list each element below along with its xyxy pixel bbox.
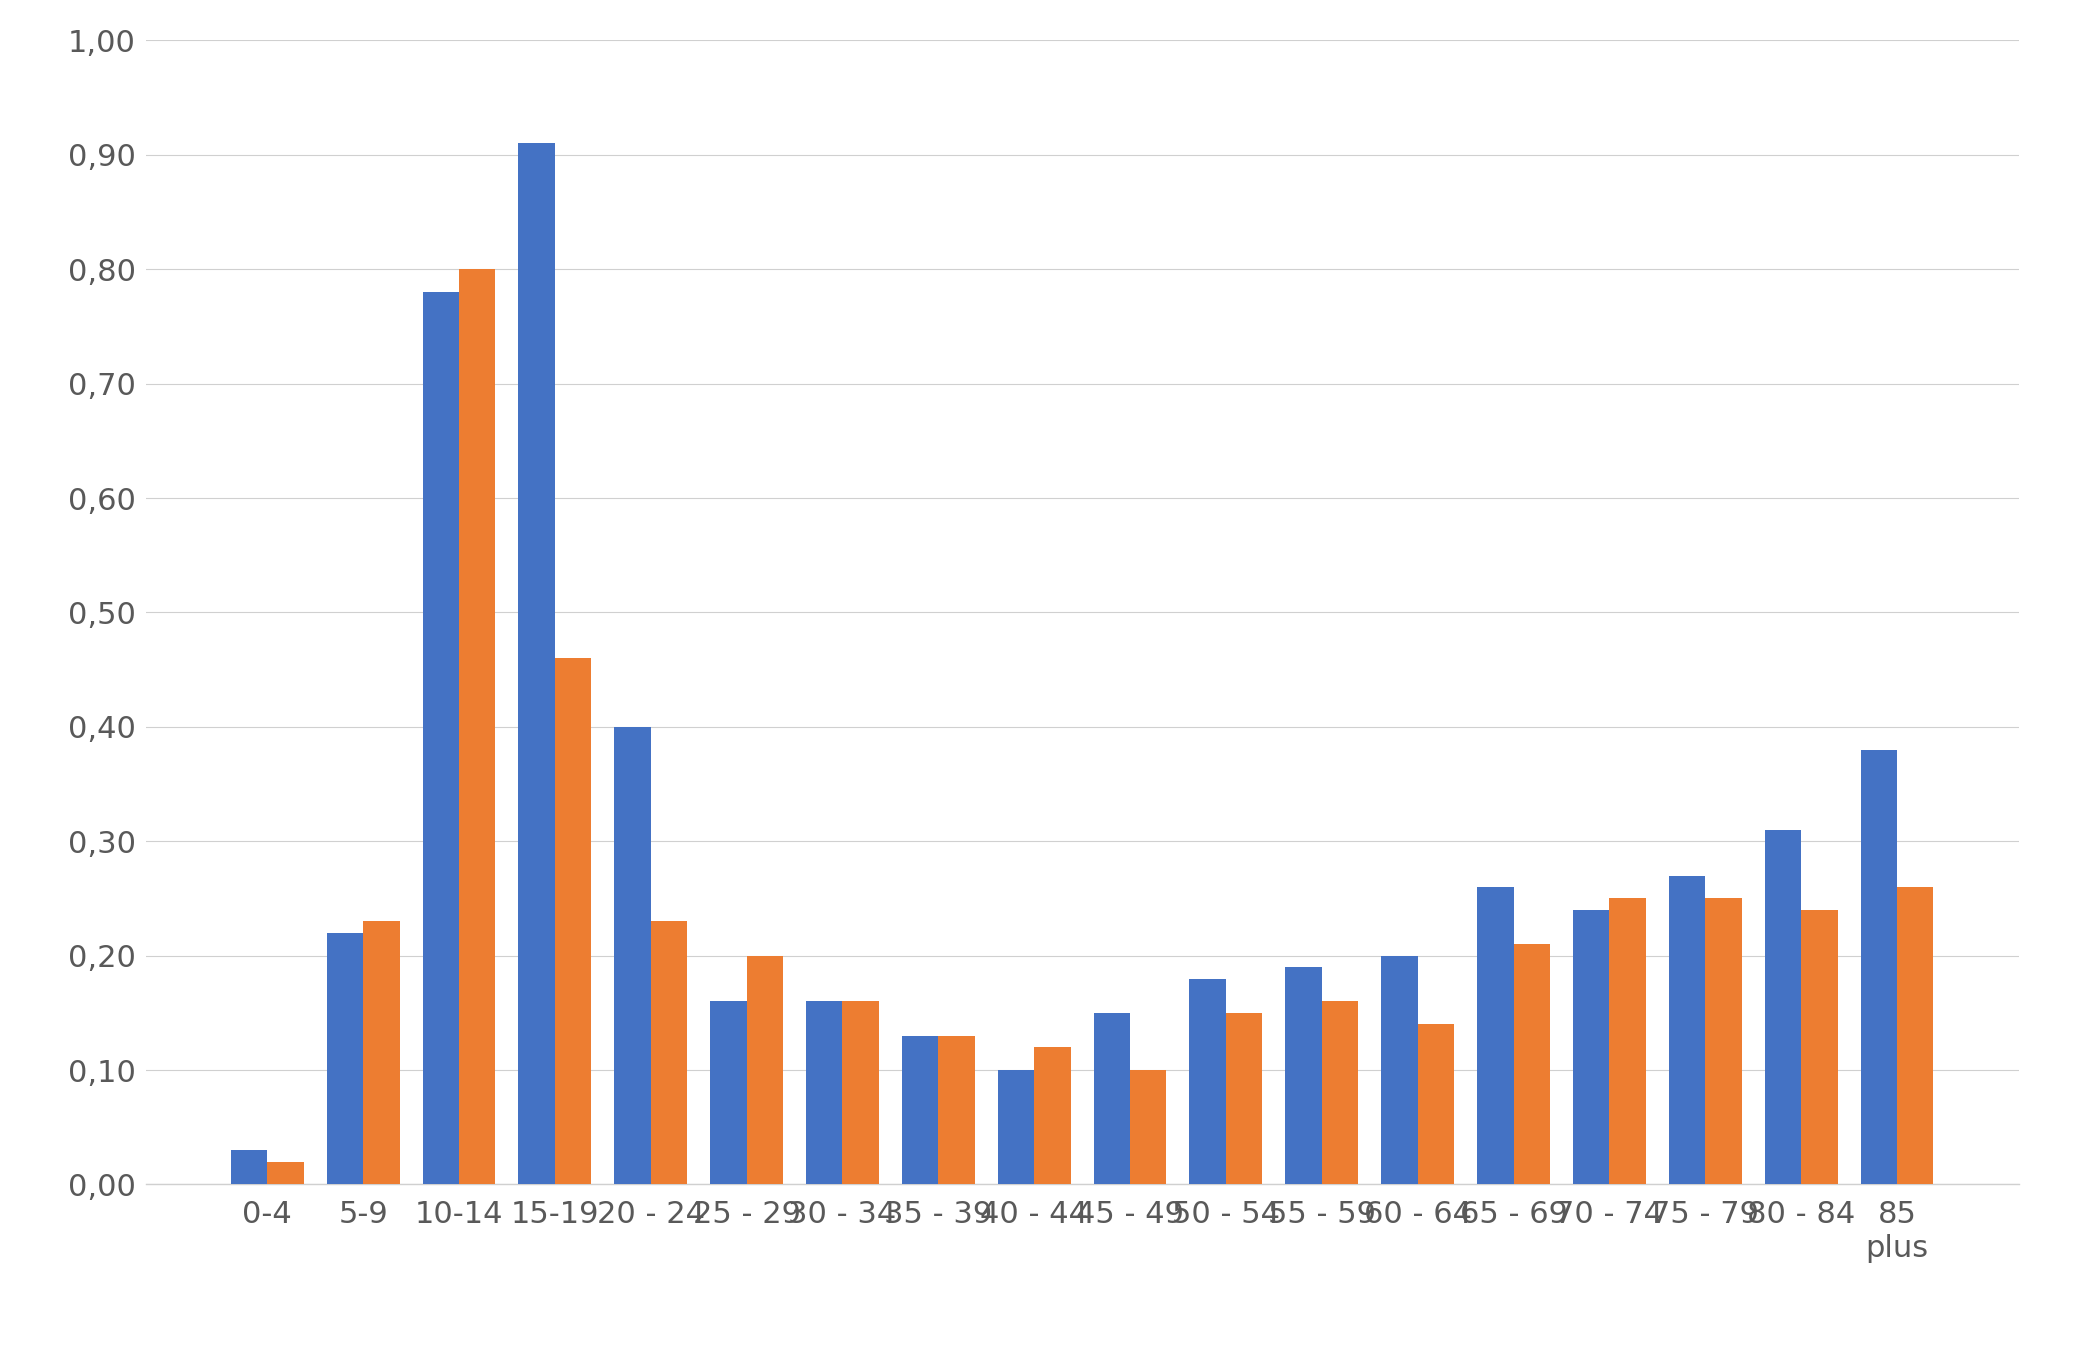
Bar — [327, 933, 362, 1184]
Bar — [1417, 1024, 1455, 1184]
Bar — [1130, 1070, 1167, 1184]
Bar — [1669, 876, 1704, 1184]
Bar — [1802, 910, 1838, 1184]
Bar — [901, 1036, 939, 1184]
Bar — [1609, 899, 1646, 1184]
Bar — [1860, 750, 1898, 1184]
Bar — [1190, 979, 1226, 1184]
Bar — [460, 269, 495, 1184]
Bar — [1478, 887, 1513, 1184]
Bar — [1765, 829, 1802, 1184]
Bar — [1704, 899, 1742, 1184]
Bar — [266, 1162, 304, 1184]
Bar — [1034, 1047, 1070, 1184]
Bar — [997, 1070, 1034, 1184]
Bar — [556, 658, 591, 1184]
Bar — [1898, 887, 1933, 1184]
Bar — [362, 922, 400, 1184]
Bar — [1573, 910, 1609, 1184]
Bar — [614, 727, 651, 1184]
Bar — [1321, 1001, 1359, 1184]
Bar — [1286, 966, 1321, 1184]
Bar — [939, 1036, 974, 1184]
Bar — [1226, 1014, 1263, 1184]
Bar — [747, 956, 782, 1184]
Bar — [805, 1001, 843, 1184]
Bar — [1382, 956, 1417, 1184]
Bar — [518, 144, 556, 1184]
Bar — [1095, 1014, 1130, 1184]
Bar — [651, 922, 687, 1184]
Bar — [1513, 945, 1550, 1184]
Bar — [422, 292, 460, 1184]
Bar — [231, 1149, 266, 1184]
Bar — [710, 1001, 747, 1184]
Bar — [843, 1001, 878, 1184]
